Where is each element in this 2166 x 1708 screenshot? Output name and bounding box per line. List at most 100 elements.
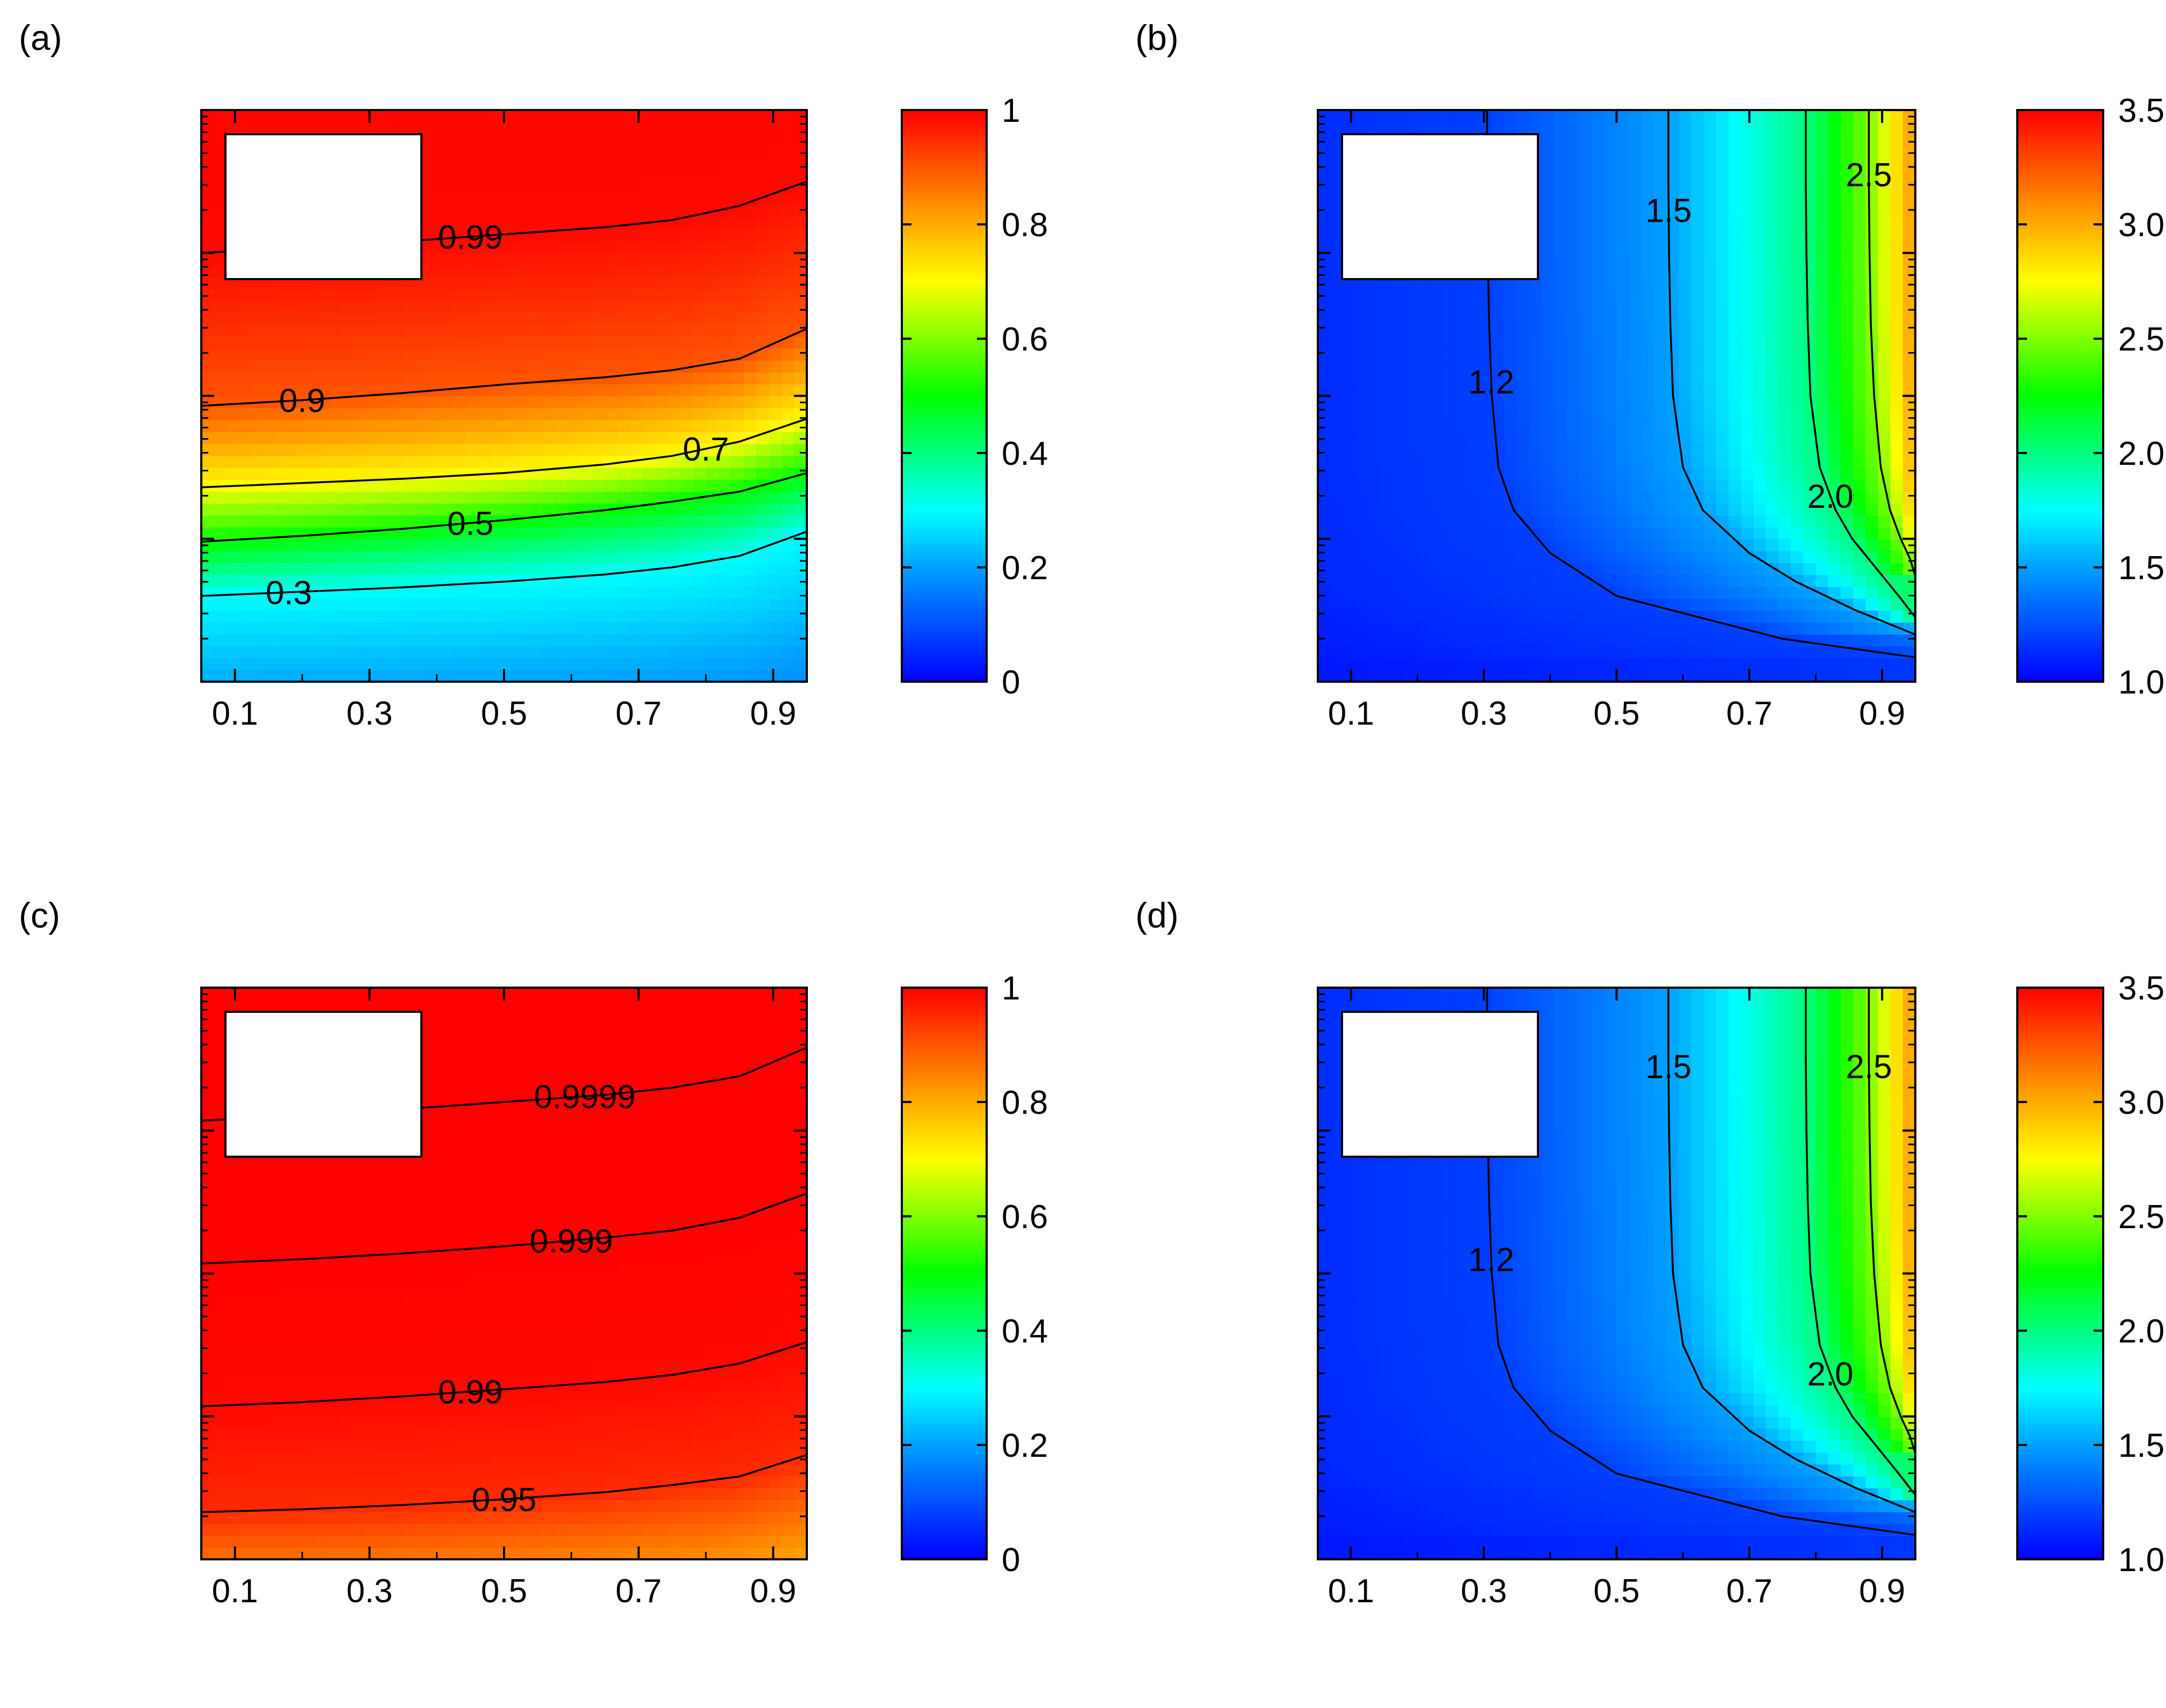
field-cell (1343, 646, 1356, 659)
field-cell (1828, 312, 1841, 325)
field-cell (1679, 134, 1692, 147)
field-cell (1691, 145, 1704, 158)
field-cell (681, 646, 694, 659)
field-cell (668, 455, 681, 468)
field-cell (1604, 312, 1617, 325)
field-cell (1828, 110, 1841, 123)
field-cell (227, 586, 240, 599)
field-cell (504, 181, 517, 194)
field-cell (782, 324, 795, 337)
field-cell (668, 229, 681, 242)
field-cell (567, 467, 580, 480)
field-cell (1691, 301, 1704, 313)
field-cell (466, 419, 479, 433)
field-cell (428, 336, 442, 349)
field-cell (504, 384, 517, 397)
field-cell (567, 479, 580, 492)
field-cell (1330, 241, 1344, 254)
field-cell (706, 467, 719, 480)
field-cell (529, 312, 543, 325)
field-cell (681, 491, 694, 504)
field-cell (1380, 312, 1394, 325)
field-cell (1542, 586, 1555, 599)
field-cell (1380, 515, 1394, 528)
field-cell (718, 181, 732, 194)
field-cell (1778, 527, 1792, 539)
field-cell (1729, 586, 1742, 599)
field-cell (1815, 157, 1829, 170)
field-cell (1629, 217, 1642, 230)
field-cell (1729, 407, 1742, 420)
field-cell (1343, 443, 1356, 456)
field-cell (327, 563, 341, 575)
field-cell (592, 301, 606, 313)
field-cell (567, 538, 580, 551)
field-cell (1890, 574, 1904, 587)
field-cell (693, 324, 706, 337)
field-cell (1504, 122, 1518, 135)
field-cell (403, 610, 417, 623)
field-cell (289, 538, 303, 551)
field-cell (693, 384, 706, 397)
field-cell (706, 372, 719, 385)
field-cell (302, 646, 316, 659)
field-cell (605, 253, 618, 266)
field-cell (454, 396, 467, 408)
field-cell (1355, 455, 1368, 468)
field-cell (315, 646, 328, 659)
field-cell (1405, 348, 1418, 361)
field-cell (1641, 360, 1655, 373)
field-cell (1815, 265, 1829, 278)
field-cell (1766, 419, 1779, 433)
field-cell (743, 610, 757, 623)
field-cell (731, 479, 745, 492)
field-cell (1778, 443, 1792, 456)
field-cell (277, 372, 290, 385)
field-cell (428, 563, 442, 575)
field-cell (327, 634, 341, 647)
field-cell (1554, 253, 1567, 266)
field-cell (1791, 288, 1804, 301)
field-cell (201, 467, 215, 480)
field-cell (302, 586, 316, 599)
field-cell (542, 336, 555, 349)
contour-label: 0.99 (438, 219, 503, 256)
field-cell (516, 265, 530, 278)
field-cell (1865, 217, 1879, 230)
field-cell (1380, 288, 1394, 301)
field-cell (1330, 110, 1344, 123)
field-cell (668, 527, 681, 539)
field-cell (731, 265, 745, 278)
field-cell (743, 169, 757, 183)
field-cell (1517, 312, 1530, 325)
field-cell (617, 598, 631, 611)
field-cell (327, 455, 341, 468)
field-cell (756, 467, 770, 480)
field-cell (1902, 467, 1916, 480)
field-cell (529, 360, 543, 373)
field-cell (454, 669, 467, 682)
field-cell (1865, 586, 1879, 599)
field-cell (1442, 479, 1456, 492)
field-cell (718, 372, 732, 385)
field-cell (1679, 407, 1692, 420)
field-cell (1865, 241, 1879, 254)
field-cell (1616, 241, 1630, 254)
field-cell (1791, 229, 1804, 242)
field-cell (731, 646, 745, 659)
field-cell (277, 563, 290, 575)
field-cell (1815, 574, 1829, 587)
field-cell (1641, 455, 1655, 468)
field-cell (302, 563, 316, 575)
field-cell (214, 396, 227, 408)
field-cell (201, 1202, 215, 1215)
field-cell (1392, 432, 1406, 444)
field-cell (1467, 610, 1481, 623)
field-cell (1815, 622, 1829, 635)
field-cell (1666, 610, 1680, 623)
field-cell (693, 134, 706, 147)
field-cell (340, 372, 353, 385)
field-cell (302, 312, 316, 325)
field-cell (214, 419, 227, 433)
field-cell (592, 229, 606, 242)
